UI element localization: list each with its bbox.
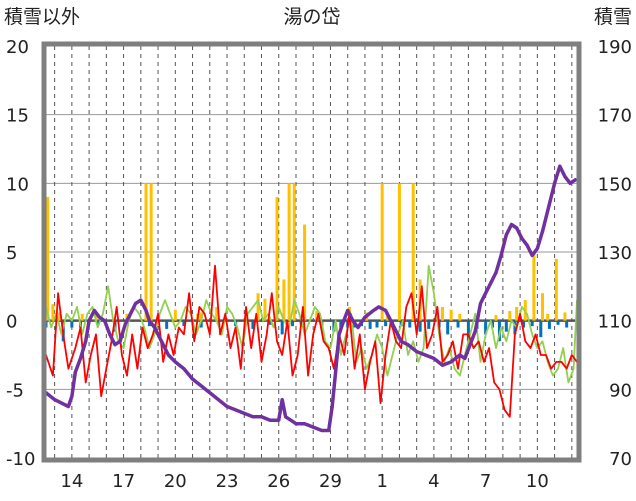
snow_change-bar: [513, 320, 517, 335]
x-tick-label: 1: [376, 471, 387, 492]
snow_change-bar: [484, 320, 488, 335]
precipitation-bar: [303, 224, 307, 321]
x-tick-label: 4: [428, 471, 439, 492]
snow_change-bar: [165, 320, 169, 329]
precipitation-bar: [449, 309, 453, 321]
x-tick-label: 17: [112, 471, 135, 492]
snow_change-bar: [446, 320, 450, 335]
precipitation-bar: [380, 183, 384, 321]
precipitation-bar: [51, 304, 55, 321]
right-tick-label: 130: [598, 243, 632, 264]
bar-series: [44, 183, 569, 342]
x-tick-label: 23: [216, 471, 239, 492]
precipitation-bar: [80, 313, 84, 321]
snow_change-bar: [565, 320, 569, 328]
snow_change-bar: [491, 320, 495, 328]
snow_change-bar: [504, 320, 508, 332]
precipitation-bar: [144, 183, 148, 321]
snow_change-bar: [384, 320, 388, 327]
snow_depth-line: [44, 164, 578, 433]
left-tick-label: 5: [6, 243, 17, 264]
precipitation-bar: [458, 313, 462, 321]
snow_change-bar: [280, 320, 284, 335]
precipitation-bar: [292, 183, 296, 321]
snow_change-bar: [251, 320, 255, 329]
snow_change-bar: [456, 320, 460, 328]
left-tick-label: -5: [6, 380, 24, 401]
snow_change-bar: [268, 320, 272, 325]
precipitation-bar: [199, 312, 203, 321]
precipitation-bar: [215, 306, 219, 321]
precipitation-bar: [397, 183, 401, 321]
right-tick-label: 90: [609, 380, 632, 401]
grid: [46, 46, 577, 458]
precipitation-bar: [275, 197, 279, 321]
left-tick-label: 0: [6, 312, 17, 333]
right-tick-label: 170: [598, 106, 632, 127]
snow_change-bar: [530, 320, 534, 327]
x-tick-label: 7: [480, 471, 491, 492]
x-tick-label: 10: [526, 471, 549, 492]
x-tick-label: 26: [267, 471, 290, 492]
precipitation-bar: [287, 183, 291, 321]
precipitation-bar: [494, 315, 498, 321]
left-tick-label: 20: [6, 37, 29, 58]
plot-frame: [41, 41, 582, 463]
precipitation-bar: [541, 293, 545, 321]
precipitation-bar: [94, 312, 98, 321]
precipitation-bar: [563, 312, 567, 321]
snow_change-bar: [70, 320, 74, 328]
precipitation-bar: [411, 183, 415, 321]
x-tick-label: 20: [164, 471, 187, 492]
x-tick-label: 14: [60, 471, 83, 492]
precipitation-bar: [58, 312, 62, 321]
snow_change-bar: [522, 320, 526, 328]
precipitation-bar: [149, 183, 153, 321]
snow_change-bar: [418, 320, 422, 332]
snow_change-bar: [408, 320, 412, 328]
precipitation-bar: [546, 313, 550, 321]
left-tick-label: -10: [6, 449, 35, 470]
precipitation-bar: [532, 252, 536, 321]
chart-title: 湯の岱: [283, 6, 340, 28]
temperature_max-line: [45, 264, 578, 418]
snow_change-bar: [466, 320, 470, 342]
precipitation-bar: [282, 279, 286, 321]
right-axis-label: 積雪: [594, 6, 632, 28]
left-tick-label: 10: [6, 174, 29, 195]
precipitation-bar: [256, 293, 260, 321]
precipitation-bar: [441, 306, 445, 321]
right-tick-label: 150: [598, 174, 632, 195]
snow_change-bar: [427, 320, 431, 329]
right-tick-label: 70: [609, 449, 632, 470]
snow_change-bar: [547, 320, 551, 329]
snow_change-bar: [375, 320, 379, 328]
snow_change-bar: [199, 320, 203, 328]
snow_change-bar: [182, 320, 186, 327]
left-tick-label: 15: [6, 106, 29, 127]
snow_change-bar: [556, 320, 560, 325]
precipitation-bar: [263, 298, 267, 321]
precipitation-bar: [515, 306, 519, 321]
precipitation-bar: [315, 311, 319, 321]
snow_change-bar: [96, 320, 100, 325]
precipitation-bar: [173, 309, 177, 321]
right-tick-label: 110: [598, 312, 632, 333]
snow_change-bar: [539, 320, 543, 338]
line-series: [44, 164, 578, 433]
right-tick-label: 190: [598, 37, 632, 58]
left-axis-label: 積雪以外: [4, 6, 80, 28]
snow_change-bar: [291, 320, 295, 327]
x-tick-label: 29: [319, 471, 342, 492]
snow_change-bar: [368, 320, 372, 329]
precipitation-bar: [46, 197, 50, 321]
precipitation-bar: [508, 311, 512, 321]
precipitation-bar: [554, 258, 558, 321]
